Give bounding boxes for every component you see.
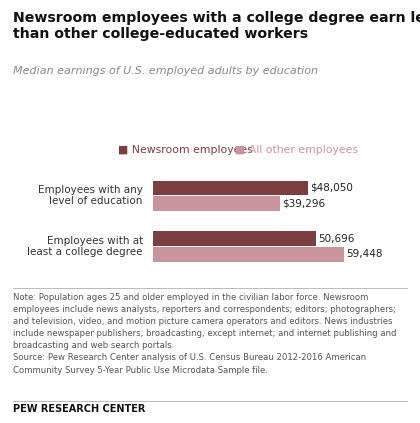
Bar [153, 196, 279, 211]
Text: Employees with at
least a college degree: Employees with at least a college degree [27, 236, 143, 257]
Bar [153, 181, 307, 195]
Bar [153, 247, 344, 261]
Text: ■ Newsroom employees: ■ Newsroom employees [118, 145, 252, 155]
Text: PEW RESEARCH CENTER: PEW RESEARCH CENTER [13, 404, 145, 415]
Text: $48,050: $48,050 [310, 183, 353, 192]
Text: Median earnings of U.S. employed adults by education: Median earnings of U.S. employed adults … [13, 66, 318, 76]
Text: ■ All other employees: ■ All other employees [235, 145, 358, 155]
Text: 50,696: 50,696 [318, 233, 355, 244]
Bar [153, 231, 316, 246]
Text: Newsroom employees with a college degree earn less
than other college-educated w: Newsroom employees with a college degree… [13, 11, 420, 41]
Text: Note: Population ages 25 and older employed in the civilian labor force. Newsroo: Note: Population ages 25 and older emplo… [13, 293, 396, 375]
Text: $39,296: $39,296 [282, 198, 325, 209]
Text: 59,448: 59,448 [346, 250, 383, 259]
Text: Employees with any
level of education: Employees with any level of education [38, 185, 143, 206]
